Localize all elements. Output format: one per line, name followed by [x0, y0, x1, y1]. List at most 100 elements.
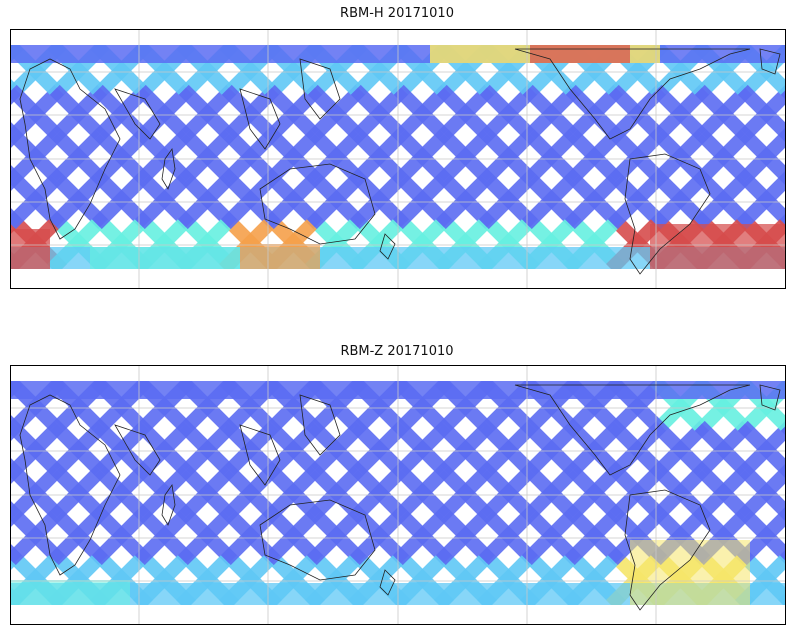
- coastlines: [19, 384, 781, 611]
- panel-title: RBM-Z 20171010: [340, 344, 454, 359]
- panel-title: RBM-H 20171010: [340, 6, 454, 21]
- swath-segment: [93, 465, 149, 521]
- swath-segment: [222, 465, 278, 521]
- swath-segment: [93, 129, 149, 185]
- coastline: [759, 384, 781, 411]
- hot-region: [530, 45, 630, 63]
- swath-segment: [523, 465, 579, 521]
- coastline: [299, 58, 341, 120]
- coastline: [259, 163, 376, 245]
- swath-segment: [136, 129, 192, 185]
- swath-segment: [10, 465, 63, 521]
- swath-segment: [652, 465, 708, 521]
- swath-segment: [179, 465, 235, 521]
- swath-segment: [437, 129, 493, 185]
- swath-segment: [651, 420, 707, 476]
- swath-segment: [92, 84, 148, 140]
- swath-segment: [92, 420, 148, 476]
- swath-segment: [221, 420, 277, 476]
- swath-segment: [522, 420, 578, 476]
- swath-segment: [695, 129, 751, 185]
- swath-segment: [480, 129, 536, 185]
- coastline: [514, 48, 751, 140]
- swath-segment: [136, 465, 192, 521]
- swath-segment: [135, 420, 191, 476]
- coastline: [259, 499, 376, 581]
- swath-segment: [394, 465, 450, 521]
- coastline: [161, 483, 176, 526]
- coastline: [379, 569, 396, 596]
- coastline: [19, 58, 121, 240]
- swath-segment: [179, 129, 235, 185]
- map-panel-rbm-z: RBM-Z 20171010: [0, 336, 794, 633]
- swath-segment: [393, 420, 449, 476]
- swath-segment: [651, 84, 707, 140]
- swath-segment: [480, 465, 536, 521]
- coastlines: [19, 48, 781, 275]
- swath-segment: [522, 84, 578, 140]
- hot-region: [10, 229, 50, 269]
- swath-segment: [10, 420, 62, 476]
- swath-segment: [437, 465, 493, 521]
- swath-segment: [307, 420, 363, 476]
- coastline: [514, 384, 751, 476]
- swath-segment: [652, 129, 708, 185]
- coastline: [759, 48, 781, 75]
- swath-segment: [694, 420, 750, 476]
- coastline: [114, 424, 161, 476]
- coastline: [239, 424, 281, 486]
- map-frame: [10, 365, 786, 625]
- swath-segment: [264, 84, 320, 140]
- swath-segment: [351, 465, 407, 521]
- swath-segment: [307, 84, 363, 140]
- swath-segment: [49, 420, 105, 476]
- swath-segment: [609, 465, 665, 521]
- coastline: [19, 394, 121, 576]
- map-panel-rbm-h: RBM-H 20171010: [0, 0, 794, 300]
- swath-segment: [479, 84, 535, 140]
- map-frame: [10, 29, 786, 289]
- swath-segment: [10, 84, 62, 140]
- swath-segment: [479, 420, 535, 476]
- swath-segment: [50, 129, 106, 185]
- coastline: [624, 489, 711, 611]
- swath-segment: [436, 84, 492, 140]
- hot-region: [650, 224, 786, 269]
- swath-segment: [135, 84, 191, 140]
- swath-segment: [308, 129, 364, 185]
- swath-segment: [49, 84, 105, 140]
- swath-segment: [565, 84, 621, 140]
- coastline: [161, 147, 176, 190]
- swath-segment: [308, 465, 364, 521]
- swath-segment: [222, 129, 278, 185]
- swath-segment: [394, 129, 450, 185]
- swath-segment: [265, 129, 321, 185]
- swath-layer: [10, 381, 786, 605]
- swath-segment: [609, 129, 665, 185]
- swath-segment: [737, 420, 786, 476]
- swath-segment: [523, 129, 579, 185]
- swath-segment: [566, 465, 622, 521]
- swath-segment: [393, 84, 449, 140]
- swath-segment: [608, 84, 664, 140]
- swath-map: [10, 365, 786, 625]
- swath-segment: [436, 420, 492, 476]
- coastline: [239, 88, 281, 150]
- swath-segment: [351, 129, 407, 185]
- swath-map: [10, 29, 786, 289]
- swath-segment: [221, 84, 277, 140]
- swath-segment: [694, 84, 750, 140]
- hot-region: [240, 244, 320, 269]
- swath-segment: [608, 420, 664, 476]
- warm-region: [10, 580, 130, 605]
- coastline: [624, 153, 711, 275]
- warm-region: [90, 247, 240, 269]
- swath-layer: [10, 45, 786, 269]
- graticule: [10, 29, 786, 289]
- swath-segment: [178, 420, 234, 476]
- swath-segment: [738, 465, 786, 521]
- swath-segment: [10, 129, 63, 185]
- swath-segment: [178, 84, 234, 140]
- coastline: [299, 394, 341, 456]
- swath-segment: [695, 465, 751, 521]
